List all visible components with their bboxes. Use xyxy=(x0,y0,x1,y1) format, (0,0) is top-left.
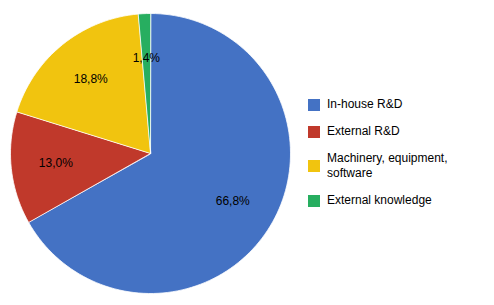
html-text:External knowledge: External knowledge xyxy=(327,193,432,207)
svg-text:13,0%: 13,0% xyxy=(39,156,73,170)
html-text:Machinery, equipment, software: Machinery, equipment, software xyxy=(327,151,448,180)
svg-text:66,8%: 66,8% xyxy=(216,194,250,208)
html-text:External R&D: External R&D xyxy=(327,124,400,138)
html-text:In-house R&D: In-house R&D xyxy=(327,97,403,111)
svg-text:1,4%: 1,4% xyxy=(133,51,161,65)
svg-text:18,8%: 18,8% xyxy=(74,72,108,86)
